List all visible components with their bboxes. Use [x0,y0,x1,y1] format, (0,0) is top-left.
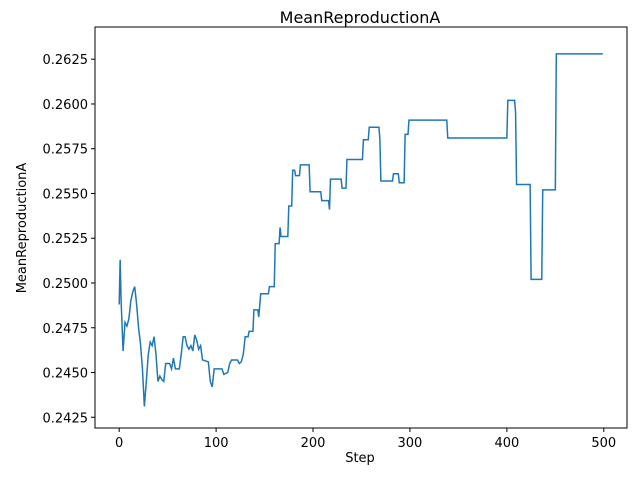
y-axis-label: MeanReproductionA [15,163,30,294]
y-tick-label: 0.2500 [43,277,89,292]
x-axis-label: Step [345,451,375,466]
y-tick-label: 0.2625 [43,53,89,68]
y-tick-label: 0.2425 [43,411,89,426]
x-tick-label: 500 [591,436,616,451]
x-tick-label: 200 [301,436,326,451]
plot-frame [94,26,628,429]
y-tick-label: 0.2525 [43,232,89,247]
x-tick-label: 300 [398,436,423,451]
x-tick-label: 100 [204,436,229,451]
x-tick-label: 400 [494,436,519,451]
y-tick-label: 0.2600 [43,98,89,113]
data-line [118,53,603,407]
y-tick-label: 0.2575 [43,143,89,158]
y-tick-label: 0.2550 [43,187,89,202]
x-tick-label: 0 [115,436,123,451]
chart-title: MeanReproductionA [280,8,441,27]
y-tick-label: 0.2475 [43,322,89,337]
y-tick-label: 0.2450 [43,367,89,382]
